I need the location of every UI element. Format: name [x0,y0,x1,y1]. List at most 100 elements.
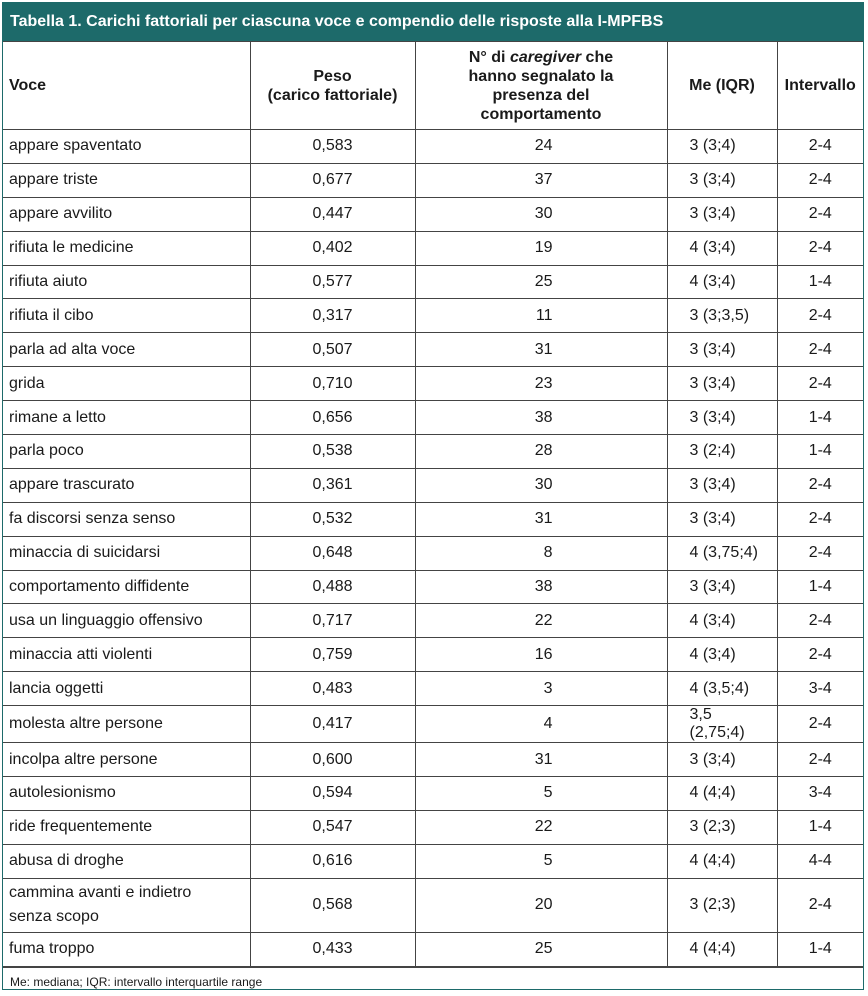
header-peso-line2: (carico fattoriale) [267,86,398,104]
cell-me-iqr: 4 (3;4) [666,603,778,639]
cell-intervallo: 1-4 [776,264,863,300]
cell-intervallo: 2-4 [776,298,863,334]
cell-me-iqr: 4 (4;4) [666,843,778,879]
cell-voce: autolesionismo [3,776,251,811]
cell-intervallo: 2-4 [776,230,863,266]
cell-intervallo: 3-4 [776,776,863,811]
cell-voce: minaccia atti violenti [3,637,251,673]
header-voce: Voce [3,41,251,130]
cell-intervallo: 2-4 [776,196,863,232]
cell-me-iqr: 4 (4;4) [666,931,778,967]
cell-voce: appare avvilito [3,196,251,232]
cell-intervallo: 2-4 [776,366,863,402]
cell-peso: 0,583 [249,129,416,164]
cell-me-iqr: 3 (3;4) [666,332,778,368]
table-row: minaccia atti violenti 0,759 16 4 (3;4) 2-4 [3,637,863,673]
cell-me-iqr: 3 (3;3,5) [666,298,778,334]
cell-peso: 0,759 [249,637,416,673]
cell-peso: 0,547 [249,809,416,845]
cell-intervallo: 2-4 [776,603,863,639]
cell-caregiver-count: 31 [414,332,668,368]
table-row: appare trascurato 0,361 30 3 (3;4) 2-4 [3,467,863,503]
table-row: minaccia di suicidarsi 0,648 8 4 (3,75;4) 2-… [3,535,863,571]
cell-peso: 0,317 [249,298,416,334]
cell-caregiver-count: 30 [414,196,668,232]
cell-intervallo: 1-4 [776,569,863,605]
cell-caregiver-count: 31 [414,501,668,537]
table-row: grida 0,710 23 3 (3;4) 2-4 [3,366,863,402]
cell-peso: 0,568 [249,877,416,933]
cell-voce: ride frequentemente [3,809,251,845]
header-caregiver: N° di caregiver che hanno segnalato la p… [414,41,668,130]
cell-caregiver-count: 25 [414,931,668,967]
table-row: rifiuta aiuto 0,577 25 4 (3;4) 1-4 [3,264,863,300]
table-row: rifiuta le medicine 0,402 19 4 (3;4) 2-4 [3,230,863,266]
cell-caregiver-count: 11 [414,298,668,334]
cell-caregiver-count: 38 [414,400,668,436]
cell-peso: 0,488 [249,569,416,605]
cell-me-iqr: 3 (2;3) [666,877,778,933]
cell-intervallo: 1-4 [776,400,863,436]
cell-peso: 0,677 [249,162,416,198]
table-row: cammina avanti e indietro senza scopo 0,56… [3,877,863,933]
cell-peso: 0,447 [249,196,416,232]
header-me: Me (IQR) [666,41,778,130]
cell-caregiver-count: 31 [414,742,668,778]
cell-me-iqr: 3 (3;4) [666,400,778,436]
cell-peso: 0,594 [249,776,416,811]
cell-caregiver-count: 23 [414,366,668,402]
header-row: Voce Peso (carico fattoriale) N° di care… [3,41,863,130]
cell-me-iqr: 4 (3,75;4) [666,535,778,571]
cell-intervallo: 2-4 [776,129,863,164]
cell-peso: 0,361 [249,467,416,503]
cell-intervallo: 2-4 [776,467,863,503]
header-caregiver-post: che hanno segnalato la presenza del comp… [468,48,614,123]
cell-me-iqr: 3,5 (2,75;4) [666,705,778,744]
cell-voce: fa discorsi senza senso [3,501,251,537]
cell-caregiver-count: 20 [414,877,668,933]
cell-peso: 0,433 [249,931,416,967]
cell-voce: fuma troppo [3,931,251,967]
cell-me-iqr: 4 (3;4) [666,264,778,300]
table-row: parla poco 0,538 28 3 (2;4) 1-4 [3,434,863,469]
table-row: fuma troppo 0,433 25 4 (4;4) 1-4 [3,931,863,967]
cell-caregiver-count: 25 [414,264,668,300]
cell-voce: molesta altre persone [3,705,251,744]
table-row: molesta altre persone 0,417 4 3,5 (2,75;4) 2… [3,705,863,744]
cell-peso: 0,532 [249,501,416,537]
cell-caregiver-count: 16 [414,637,668,673]
table-header: Voce Peso (carico fattoriale) N° di care… [3,41,863,130]
table-row: appare avvilito 0,447 30 3 (3;4) 2-4 [3,196,863,232]
cell-caregiver-count: 22 [414,603,668,639]
cell-intervallo: 2-4 [776,742,863,778]
cell-peso: 0,417 [249,705,416,744]
cell-me-iqr: 3 (3;4) [666,129,778,164]
table-body: appare spaventato 0,583 24 3 (3;4) 2-4 appare… [3,129,863,967]
table-row: rifiuta il cibo 0,317 11 3 (3;3,5) 2-4 [3,298,863,334]
cell-caregiver-count: 5 [414,843,668,879]
cell-peso: 0,507 [249,332,416,368]
cell-voce: parla ad alta voce [3,332,251,368]
cell-intervallo: 2-4 [776,637,863,673]
cell-voce: grida [3,366,251,402]
cell-me-iqr: 3 (3;4) [666,162,778,198]
cell-voce: appare triste [3,162,251,198]
table-row: autolesionismo 0,594 5 4 (4;4) 3-4 [3,776,863,811]
cell-voce: minaccia di suicidarsi [3,535,251,571]
cell-caregiver-count: 38 [414,569,668,605]
cell-intervallo: 1-4 [776,931,863,967]
cell-voce: appare trascurato [3,467,251,503]
cell-peso: 0,710 [249,366,416,402]
cell-peso: 0,577 [249,264,416,300]
header-intervallo: Intervallo [776,41,863,130]
header-caregiver-em: caregiver [509,48,582,66]
table-row: usa un linguaggio offensivo 0,717 22 4 (3;4… [3,603,863,639]
cell-peso: 0,600 [249,742,416,778]
cell-me-iqr: 4 (3,5;4) [666,671,778,707]
table-row: abusa di droghe 0,616 5 4 (4;4) 4-4 [3,843,863,879]
cell-me-iqr: 3 (3;4) [666,501,778,537]
cell-me-iqr: 4 (3;4) [666,637,778,673]
cell-intervallo: 2-4 [776,705,863,744]
cell-peso: 0,538 [249,434,416,469]
cell-me-iqr: 3 (2;4) [666,434,778,469]
